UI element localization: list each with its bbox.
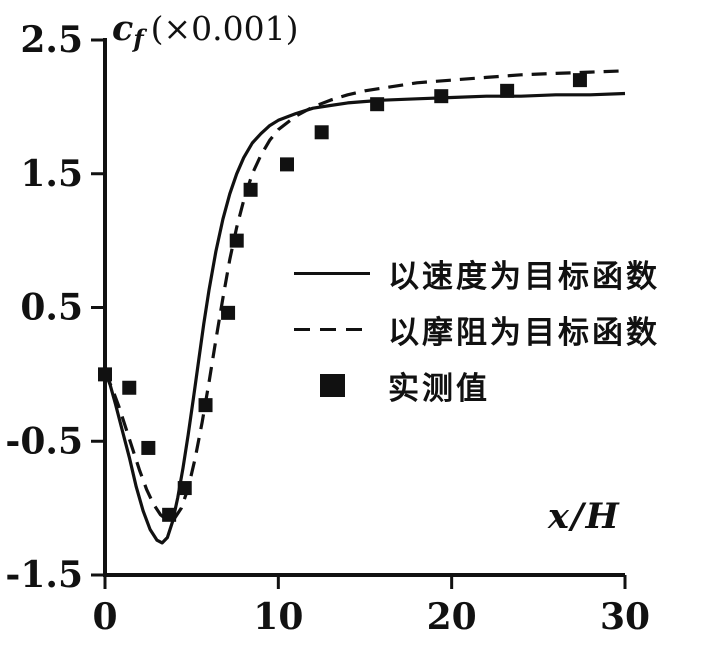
series-dashed (103, 69, 626, 522)
legend-entry-solid: 以速度为目标函数 (294, 252, 660, 295)
y-tick-label: -0.5 (5, 420, 83, 462)
x-tick-label: 10 (253, 596, 303, 638)
y-axis-title-subscript: f (133, 24, 144, 53)
legend-entry-dashed: 以摩阻为目标函数 (294, 308, 660, 351)
data-point-square (229, 233, 244, 248)
filled-square-swatch (294, 374, 370, 397)
x-tick-label: 30 (600, 596, 650, 638)
dashed-line-sample (294, 328, 370, 331)
data-point-square (122, 380, 137, 395)
x-axis-label-text: x/H (548, 496, 621, 537)
data-point-square (280, 157, 294, 172)
data-point-square (370, 97, 385, 112)
y-axis-title-unit: (×0.001) (150, 9, 299, 48)
y-tick-label: 0.5 (20, 287, 83, 329)
filled-square-sample (319, 374, 345, 397)
solid-line-swatch (294, 272, 370, 275)
x-tick-label: 20 (427, 596, 477, 638)
y-tick-label: -1.5 (5, 554, 83, 596)
data-point-square (500, 83, 515, 98)
y-axis-title: cf (×0.001) (112, 8, 299, 53)
x-tick-label: 0 (92, 596, 117, 638)
solid-line-sample (294, 272, 370, 275)
y-axis-title-symbol: c (112, 8, 134, 49)
legend-entry-measured: 实测值 (294, 364, 660, 407)
data-point-square (162, 507, 177, 522)
data-point-square (221, 305, 236, 320)
series-solid (103, 91, 626, 545)
dashed-line-swatch (294, 328, 370, 331)
data-point-square (198, 398, 213, 413)
data-point-square (177, 481, 192, 496)
legend-label-dashed: 以摩阻为目标函数 (388, 315, 660, 351)
x-axis-label: x/H (548, 496, 621, 537)
legend-label-solid: 以速度为目标函数 (388, 259, 660, 295)
data-point-square (141, 440, 156, 455)
y-tick-label: 2.5 (20, 19, 83, 61)
data-point-square (243, 182, 258, 197)
data-point-square (434, 89, 449, 104)
y-tick-label: 1.5 (20, 153, 83, 195)
data-point-square (98, 367, 112, 382)
data-point-square (572, 73, 587, 88)
legend-label-measured: 实测值 (388, 371, 490, 407)
legend: 以速度为目标函数 以摩阻为目标函数 实测值 (294, 252, 660, 407)
data-point-square (314, 125, 329, 140)
